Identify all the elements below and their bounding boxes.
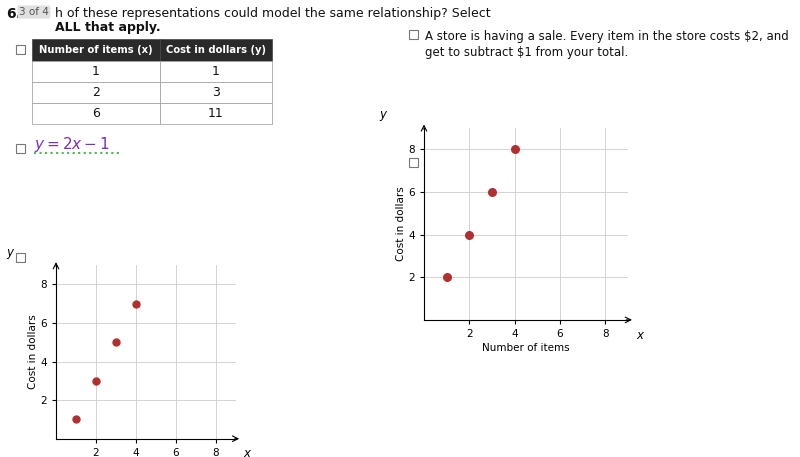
Text: 11: 11 bbox=[208, 107, 224, 120]
Text: Cost in dollars (y): Cost in dollars (y) bbox=[166, 45, 266, 55]
X-axis label: Number of items: Number of items bbox=[482, 343, 570, 353]
Bar bbox=[160, 103, 272, 124]
Bar bbox=[16, 253, 25, 262]
Text: 6: 6 bbox=[92, 107, 100, 120]
Text: A store is having a sale. Every item in the store costs $2, and: A store is having a sale. Every item in … bbox=[425, 30, 789, 43]
Point bbox=[440, 274, 453, 281]
Text: 1: 1 bbox=[212, 65, 220, 78]
Point bbox=[463, 231, 476, 238]
Y-axis label: Cost in dollars: Cost in dollars bbox=[395, 186, 406, 261]
Bar bbox=[160, 39, 272, 61]
Text: $y = 2x - 1$: $y = 2x - 1$ bbox=[34, 134, 110, 154]
Bar bbox=[160, 61, 272, 82]
Text: 6.: 6. bbox=[6, 7, 21, 21]
Text: h of these representations could model the same relationship? Select: h of these representations could model t… bbox=[55, 7, 494, 20]
Bar bbox=[32, 82, 160, 103]
Y-axis label: Cost in dollars: Cost in dollars bbox=[27, 314, 38, 389]
Text: 1: 1 bbox=[92, 65, 100, 78]
Text: $x$: $x$ bbox=[243, 447, 253, 457]
Bar bbox=[16, 45, 25, 54]
Text: $x$: $x$ bbox=[636, 329, 646, 342]
Text: Number of items (x): Number of items (x) bbox=[39, 45, 153, 55]
Bar bbox=[32, 61, 160, 82]
Point bbox=[130, 300, 142, 307]
Bar bbox=[160, 82, 272, 103]
Text: 3 of 4: 3 of 4 bbox=[19, 7, 49, 17]
Point bbox=[486, 188, 498, 196]
Point bbox=[90, 377, 102, 384]
Text: get to subtract $1 from your total.: get to subtract $1 from your total. bbox=[425, 46, 628, 59]
Text: $y$: $y$ bbox=[6, 247, 15, 261]
Point bbox=[70, 416, 82, 423]
Bar bbox=[409, 30, 418, 39]
Text: ALL that apply.: ALL that apply. bbox=[55, 21, 161, 34]
Point bbox=[508, 146, 521, 153]
Bar bbox=[32, 39, 160, 61]
Text: 3: 3 bbox=[212, 86, 220, 99]
Text: $y$: $y$ bbox=[379, 109, 389, 123]
Bar bbox=[32, 103, 160, 124]
Bar bbox=[409, 158, 418, 167]
Bar bbox=[16, 144, 25, 153]
Point bbox=[110, 339, 122, 346]
Text: 2: 2 bbox=[92, 86, 100, 99]
